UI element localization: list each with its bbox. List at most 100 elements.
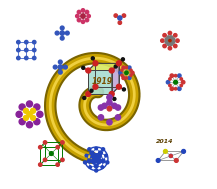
Circle shape	[102, 103, 107, 108]
Circle shape	[130, 69, 132, 71]
Circle shape	[85, 10, 89, 14]
Circle shape	[88, 148, 91, 151]
Circle shape	[180, 84, 182, 87]
Circle shape	[125, 77, 128, 79]
Circle shape	[23, 108, 28, 113]
Circle shape	[33, 48, 36, 52]
Circle shape	[91, 159, 96, 163]
Circle shape	[94, 164, 98, 168]
Circle shape	[178, 87, 181, 91]
Circle shape	[121, 58, 124, 61]
Circle shape	[172, 41, 175, 43]
Circle shape	[182, 149, 186, 153]
Circle shape	[89, 166, 92, 168]
Circle shape	[99, 151, 102, 155]
Circle shape	[176, 39, 179, 42]
Polygon shape	[88, 70, 112, 94]
Circle shape	[101, 159, 105, 163]
Circle shape	[168, 46, 172, 50]
Circle shape	[95, 147, 97, 150]
Circle shape	[113, 97, 116, 100]
Circle shape	[90, 89, 93, 92]
Circle shape	[81, 14, 85, 18]
Circle shape	[174, 44, 177, 48]
Circle shape	[25, 40, 28, 44]
Circle shape	[87, 14, 90, 18]
Circle shape	[39, 163, 42, 166]
Circle shape	[163, 34, 166, 37]
Circle shape	[65, 31, 69, 35]
Circle shape	[53, 65, 57, 69]
Circle shape	[174, 159, 178, 162]
Circle shape	[93, 84, 98, 89]
Circle shape	[37, 111, 43, 117]
Circle shape	[95, 169, 98, 172]
Circle shape	[86, 68, 91, 73]
Circle shape	[39, 146, 42, 149]
Circle shape	[163, 44, 166, 48]
Circle shape	[17, 40, 20, 44]
Circle shape	[56, 146, 59, 149]
Circle shape	[91, 57, 94, 60]
Circle shape	[77, 18, 81, 22]
Circle shape	[96, 159, 101, 163]
Circle shape	[117, 84, 121, 89]
Circle shape	[56, 163, 59, 166]
Circle shape	[19, 119, 25, 125]
Circle shape	[169, 84, 171, 87]
Circle shape	[98, 105, 104, 110]
Circle shape	[49, 152, 53, 155]
Circle shape	[82, 66, 85, 69]
Circle shape	[58, 65, 62, 69]
Circle shape	[83, 96, 86, 99]
Circle shape	[131, 71, 134, 74]
Circle shape	[43, 141, 47, 144]
Circle shape	[31, 115, 36, 120]
Circle shape	[102, 148, 105, 151]
Circle shape	[119, 71, 122, 74]
Circle shape	[112, 103, 117, 108]
Circle shape	[105, 154, 107, 157]
Circle shape	[60, 31, 64, 35]
Circle shape	[167, 36, 170, 39]
Circle shape	[33, 40, 36, 44]
Circle shape	[27, 112, 32, 117]
Circle shape	[26, 122, 33, 128]
Circle shape	[85, 18, 89, 22]
Circle shape	[168, 31, 172, 35]
Circle shape	[58, 70, 62, 74]
Circle shape	[180, 78, 182, 80]
Circle shape	[122, 88, 125, 91]
Circle shape	[61, 158, 64, 162]
Circle shape	[81, 9, 85, 12]
Circle shape	[43, 158, 47, 162]
Circle shape	[164, 149, 167, 153]
Circle shape	[169, 154, 172, 157]
Circle shape	[93, 61, 98, 66]
Circle shape	[17, 56, 20, 60]
Circle shape	[107, 100, 112, 105]
Circle shape	[107, 95, 112, 100]
Circle shape	[85, 154, 88, 157]
Circle shape	[81, 20, 85, 23]
Circle shape	[60, 36, 64, 40]
Circle shape	[125, 67, 128, 69]
Circle shape	[115, 105, 121, 110]
Circle shape	[161, 39, 164, 42]
Circle shape	[77, 10, 81, 14]
Circle shape	[178, 74, 181, 77]
Circle shape	[121, 69, 123, 71]
Circle shape	[60, 26, 64, 30]
Circle shape	[114, 65, 117, 68]
Circle shape	[130, 74, 132, 76]
Circle shape	[25, 56, 28, 60]
Circle shape	[19, 104, 25, 110]
Circle shape	[64, 65, 67, 69]
Circle shape	[170, 74, 174, 77]
Circle shape	[125, 71, 128, 74]
Polygon shape	[112, 63, 119, 94]
Circle shape	[169, 154, 172, 157]
Circle shape	[84, 161, 87, 164]
Circle shape	[174, 74, 177, 77]
Circle shape	[87, 159, 91, 163]
